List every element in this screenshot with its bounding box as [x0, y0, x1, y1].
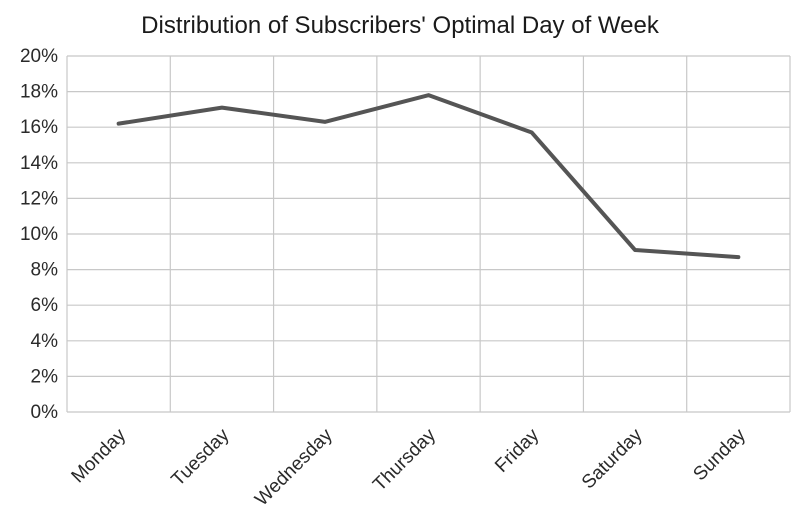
y-tick-label: 4%	[31, 331, 59, 352]
y-tick-label: 18%	[20, 82, 58, 103]
y-tick-label: 16%	[20, 117, 58, 138]
x-tick-label: Monday	[68, 424, 131, 487]
y-tick-label: 6%	[31, 295, 59, 316]
y-axis-tick-labels: 0% 2% 4% 6% 8% 10% 12% 14% 16% 18% 20%	[20, 46, 58, 423]
series-line	[116, 93, 741, 260]
grid-layer	[66, 55, 791, 413]
y-tick-label: 20%	[20, 46, 58, 67]
y-tick-label: 0%	[31, 402, 59, 423]
x-tick-label: Friday	[491, 424, 544, 477]
chart-title: Distribution of Subscribers' Optimal Day…	[141, 12, 660, 39]
y-tick-label: 12%	[20, 188, 58, 209]
x-tick-label: Wednesday	[251, 424, 337, 510]
series-layer	[116, 93, 741, 260]
y-tick-label: 2%	[31, 366, 59, 387]
x-tick-label: Sunday	[689, 424, 750, 485]
x-axis-tick-labels: Monday Tuesday Wednesday Thursday Friday Satu…	[68, 424, 751, 510]
x-tick-label: Tuesday	[168, 424, 234, 490]
x-tick-label: Thursday	[369, 424, 440, 495]
y-tick-label: 8%	[31, 260, 59, 281]
y-tick-label: 10%	[20, 224, 58, 245]
x-tick-label: Saturday	[578, 424, 647, 493]
y-tick-label: 14%	[20, 153, 58, 174]
